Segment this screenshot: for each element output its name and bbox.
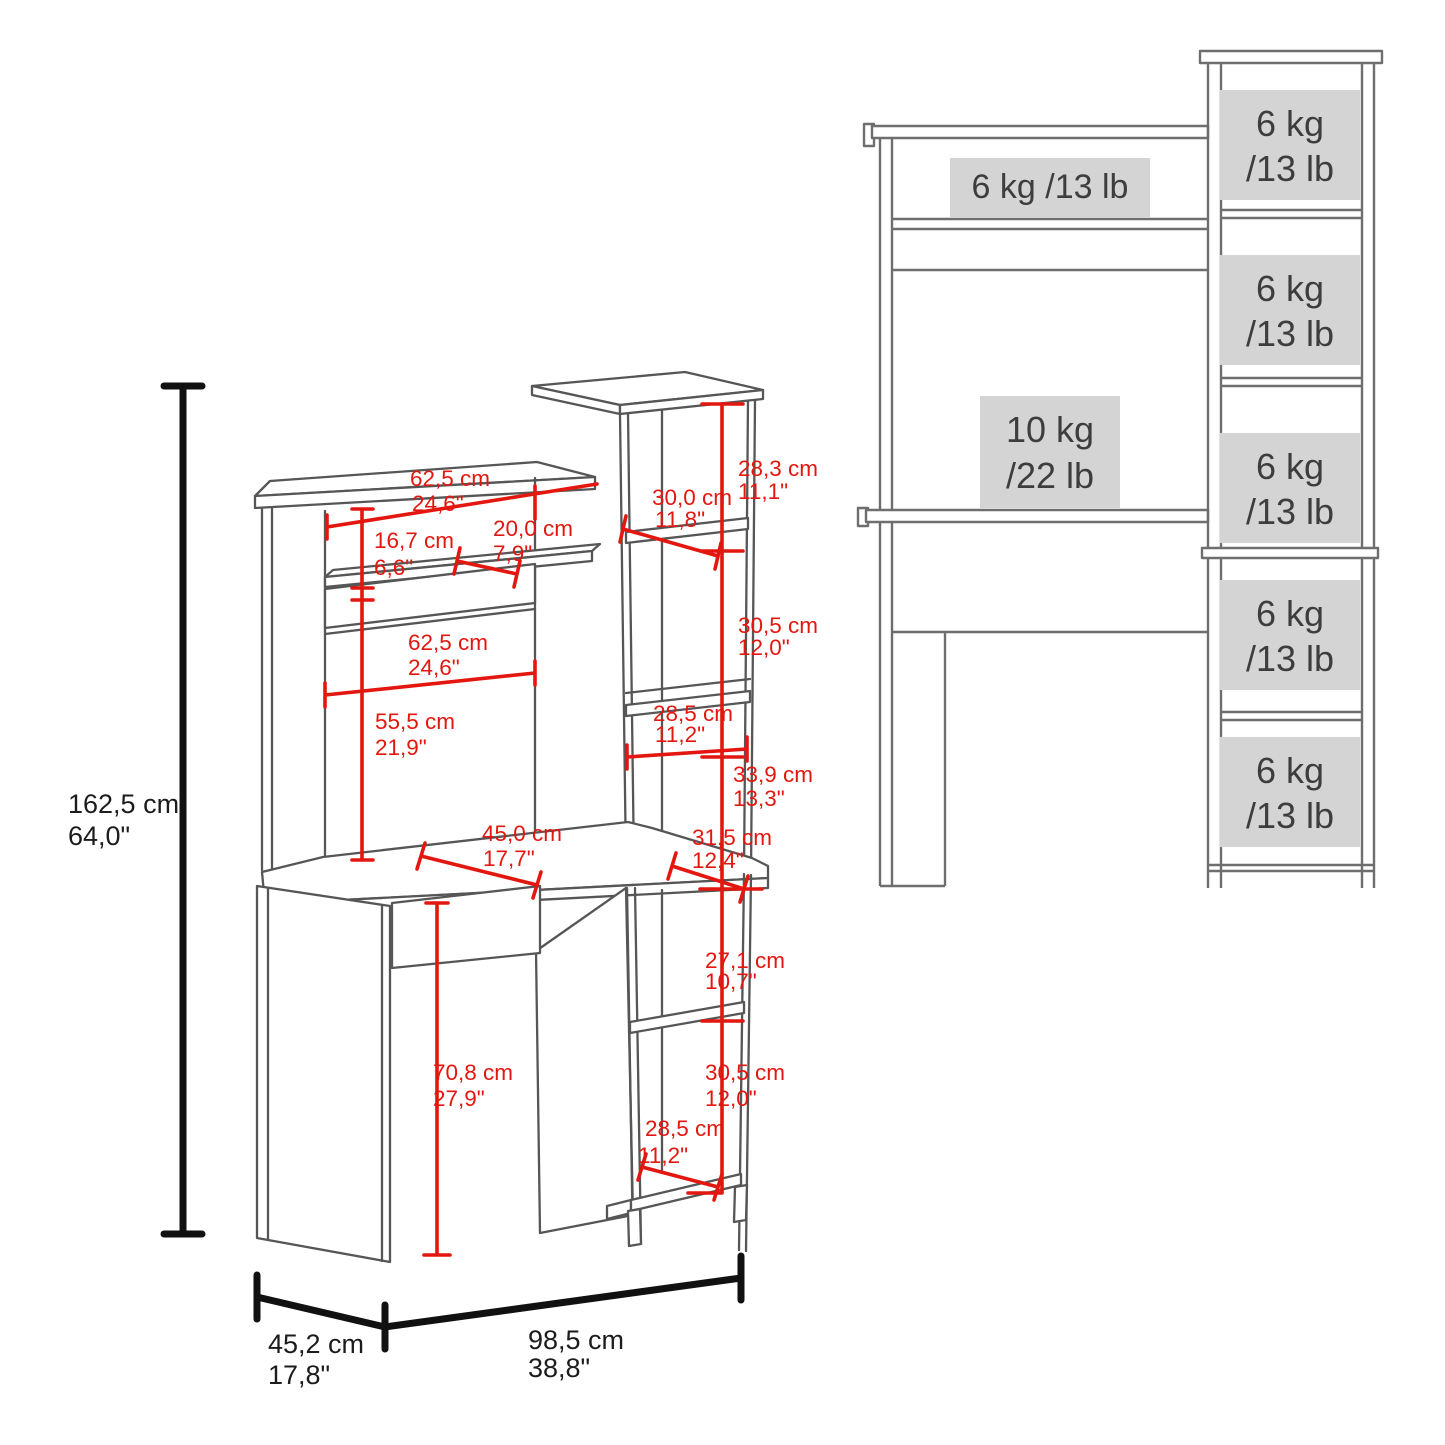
tower-capacity-cell-2: 6 kg /13 lb [1220,255,1360,365]
dim-inch-label: 11,2" [655,722,705,747]
dim-inch-label: 11,8" [655,507,705,532]
dim-inch-label: 13,3" [733,786,785,811]
tower-capacity-line1: 6 kg [1256,446,1324,487]
desktop-front [864,508,1210,524]
red-dimension-lines [323,402,764,1257]
dim-cm-label: 30,5 cm [705,1060,785,1085]
hutch-top-board [870,124,1210,140]
isometric-desk-view: 62,5 cm 24,6" 16,7 cm 6,6" 20,0 cm 7,9" … [68,370,818,1390]
tower-capacity-line2: /13 lb [1246,795,1334,836]
red-dimension-labels: 62,5 cm 24,6" 16,7 cm 6,6" 20,0 cm 7,9" … [374,456,818,1168]
dim-inch-label: 12,4" [692,848,744,873]
tower-capacity-line2: /13 lb [1246,148,1334,189]
dim-tower-cell-width: 28,5 cm 11,2" [653,701,733,747]
dim-cm-label: 45,0 cm [482,821,562,846]
tower-capacity-line1: 6 kg [1256,750,1324,791]
dim-tower-top-depth: 30,0 cm 11,8" [652,485,732,532]
dim-cm-label: 30,0 cm [652,485,732,510]
dim-inch-label: 10,7" [705,969,757,994]
tower-capacity-box [1220,90,1360,200]
tower-capacity-line2: /13 lb [1246,638,1334,679]
dim-inch-label: 6,6" [374,555,413,580]
dim-cm-label: 16,7 cm [374,528,454,553]
dim-inch-label: 11,1" [738,479,788,504]
overall-height-label: 162,5 cm 64,0" [68,789,179,851]
dim-tower-cell1-height: 28,3 cm 11,1" [738,456,818,504]
dim-hutch-shelf-height: 16,7 cm 6,6" [374,528,454,580]
dim-inch-label: 21,9" [375,735,427,760]
hutch-capacity-box [950,158,1150,218]
dim-desk-surface-width: 45,0 cm 17,7" [482,821,562,871]
desk-capacity-line1: 10 kg [1006,409,1094,450]
dim-cm-label: 28,3 cm [738,456,818,481]
overall-dimension-lines [160,382,745,1353]
desk-capacity-box [980,396,1120,508]
dim-inch-label: 24,6" [408,655,460,680]
front-view-tower: 6 kg /13 lb 6 kg /13 lb 6 kg /13 lb 6 kg… [1198,49,1384,888]
tower-capacity-box [1220,737,1360,847]
dim-tower-bottom-width: 28,5 cm 11,2" [638,1116,725,1168]
dim-inch-label: 17,7" [483,846,535,871]
front-view-desk: 6 kg /13 lb 10 kg /22 lb [856,122,1210,888]
dim-cm-label: 20,0 cm [493,516,573,541]
desk-base-structure [255,872,753,1264]
desk-capacity-line2: /22 lb [1006,455,1094,496]
dim-inch-label: 12,0" [738,635,790,660]
dim-hutch-shelf-depth: 20,0 cm 7,9" [493,516,573,566]
width-cm-label: 98,5 cm [528,1325,624,1355]
height-inch-label: 64,0" [68,821,130,851]
tower-capacity-box [1220,580,1360,690]
dim-inch-label: 12,0" [705,1086,757,1111]
tower-structure-upper [530,370,765,875]
tower-capacity-box [1220,255,1360,365]
dim-cm-label: 28,5 cm [645,1116,725,1141]
width-inch-label: 38,8" [528,1353,590,1383]
dim-inch-label: 7,9" [493,541,532,566]
overall-dimension-labels: 162,5 cm 64,0" 45,2 cm 17,8" 98,5 cm 38,… [68,789,624,1390]
tower-capacity-line1: 6 kg [1256,268,1324,309]
dim-tower-cell3-height: 33,9 cm 13,3" [733,762,813,811]
tower-capacity-box [1220,433,1360,543]
dim-cm-label: 62,5 cm [408,630,488,655]
dim-knee-space-height: 70,8 cm 27,9" [433,1060,513,1111]
dim-hutch-top-width: 62,5 cm 24,6" [410,466,490,516]
front-view-capacity-figure: 6 kg /13 lb 10 kg /22 lb 6 kg /13 lb [856,49,1384,888]
dim-cm-label: 27,1 cm [705,948,785,973]
depth-cm-label: 45,2 cm [268,1329,364,1359]
overall-width-label: 98,5 cm 38,8" [528,1325,624,1383]
dim-inch-label: 27,9" [433,1086,485,1111]
dim-cm-label: 70,8 cm [433,1060,513,1085]
tower-capacity-cell-1: 6 kg /13 lb [1220,90,1360,200]
dim-cm-label: 62,5 cm [410,466,490,491]
tower-capacity-cell-3: 6 kg /13 lb [1220,433,1360,543]
dim-cm-label: 33,9 cm [733,762,813,787]
dim-inch-label: 24,6" [412,491,464,516]
tower-desk-level-shelf [1200,546,1380,560]
hutch-capacity-label: 6 kg /13 lb [972,168,1129,206]
dim-cm-label: 30,5 cm [738,613,818,638]
hutch-structure [253,460,602,874]
dim-tower-cell4-height: 27,1 cm 10,7" [705,948,785,994]
dim-hutch-opening-height: 55,5 cm 21,9" [375,709,455,760]
dim-hutch-opening-width: 62,5 cm 24,6" [408,630,488,680]
dim-inch-label: 11,2" [638,1143,688,1168]
dim-tower-cell2-height: 30,5 cm 12,0" [738,613,818,660]
tower-top-board [1198,49,1384,65]
dim-tower-depth: 31,5 cm 12,4" [692,825,772,873]
tower-capacity-line1: 6 kg [1256,103,1324,144]
overall-depth-label: 45,2 cm 17,8" [268,1329,364,1390]
dim-cm-label: 28,5 cm [653,701,733,726]
tower-capacity-cell-5: 6 kg /13 lb [1220,737,1360,847]
tower-capacity-cell-4: 6 kg /13 lb [1220,580,1360,690]
dim-cm-label: 55,5 cm [375,709,455,734]
height-cm-label: 162,5 cm [68,789,179,819]
depth-inch-label: 17,8" [268,1360,330,1390]
tower-capacity-line2: /13 lb [1246,491,1334,532]
tower-capacity-line1: 6 kg [1256,593,1324,634]
tower-capacity-line2: /13 lb [1246,313,1334,354]
dim-cm-label: 31,5 cm [692,825,772,850]
dim-tower-cell5-height: 30,5 cm 12,0" [705,1060,785,1111]
